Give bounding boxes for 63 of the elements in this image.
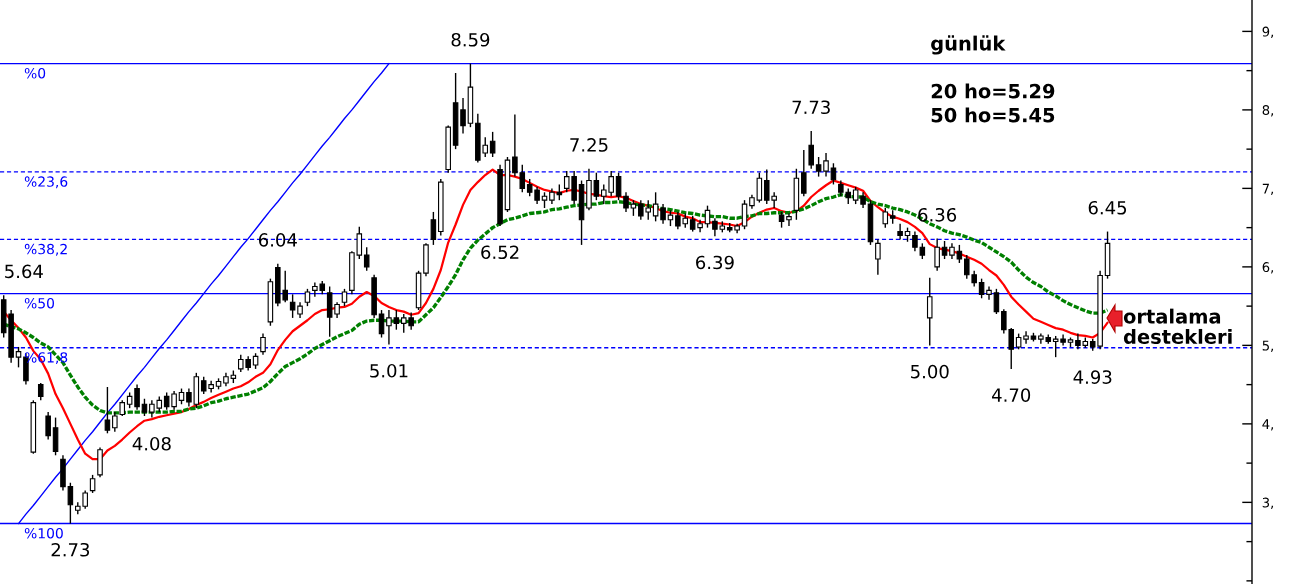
text: 4.08 xyxy=(132,436,171,451)
y-tick-label: 3, xyxy=(1262,497,1274,509)
candlestick xyxy=(897,223,903,241)
candlestick xyxy=(808,130,814,170)
candlestick xyxy=(623,191,629,213)
candlestick xyxy=(875,238,881,276)
annotation: 20 ho=5.29 xyxy=(931,83,1055,99)
candlestick xyxy=(15,346,22,369)
candlestick xyxy=(801,149,807,197)
candlestick xyxy=(489,131,496,158)
text: 5.00 xyxy=(911,364,949,379)
candlestick xyxy=(430,211,437,246)
y-tick-label: 9, xyxy=(1262,26,1274,38)
y-tick-label: 4, xyxy=(1262,419,1274,431)
annotation: %23,6 xyxy=(24,176,68,189)
text: 6.52 xyxy=(481,245,519,260)
annotation: 50 ho=5.45 xyxy=(931,107,1055,123)
candlestick xyxy=(289,293,296,319)
text: 6.45 xyxy=(1088,200,1127,215)
candlestick xyxy=(615,171,622,201)
candlestick xyxy=(815,156,822,178)
text: 4.93 xyxy=(1073,370,1112,384)
text: 6.39 xyxy=(696,255,734,270)
annotation: %100 xyxy=(24,527,63,539)
candlestick xyxy=(926,277,933,347)
candlestick xyxy=(45,411,51,441)
text: 7.73 xyxy=(792,100,830,115)
candlestick xyxy=(830,162,837,186)
y-tick-label: 7, xyxy=(1262,183,1274,195)
candlestick xyxy=(363,246,370,272)
text: 8.59 xyxy=(451,32,490,47)
candlestick xyxy=(52,416,59,456)
text: günlük xyxy=(931,35,1006,55)
candlestick xyxy=(67,482,74,525)
text: 5.01 xyxy=(370,363,408,378)
text: 5.64 xyxy=(5,264,43,279)
candlestick xyxy=(112,411,118,433)
candlestick xyxy=(956,244,963,264)
candlestick xyxy=(941,240,948,260)
text: 6.04 xyxy=(258,233,297,247)
annotation: ortalama destekleri xyxy=(1123,308,1232,344)
text: 7.25 xyxy=(570,138,608,152)
annotation: %0 xyxy=(24,67,46,79)
text: 2.73 xyxy=(51,542,90,557)
annotation: %38,2 xyxy=(24,243,67,256)
y-tick-label: 6, xyxy=(1262,262,1274,274)
candlestick xyxy=(978,277,985,299)
y-tick-label: 5, xyxy=(1262,340,1274,352)
candlestick xyxy=(741,199,748,230)
candlestick xyxy=(786,212,792,227)
candlestick xyxy=(823,152,829,178)
candlestick xyxy=(460,97,466,135)
annotation: %50 xyxy=(24,297,55,309)
candlestick xyxy=(934,237,940,272)
candlestick xyxy=(882,207,889,229)
text: 6.36 xyxy=(918,207,957,222)
candlestick xyxy=(104,386,111,434)
text: 4.70 xyxy=(992,388,1031,402)
candlestick xyxy=(89,474,96,494)
candlestick xyxy=(993,288,1000,315)
candlestick xyxy=(260,332,266,356)
y-tick-label: 8, xyxy=(1262,105,1274,117)
candlestick xyxy=(378,309,385,339)
